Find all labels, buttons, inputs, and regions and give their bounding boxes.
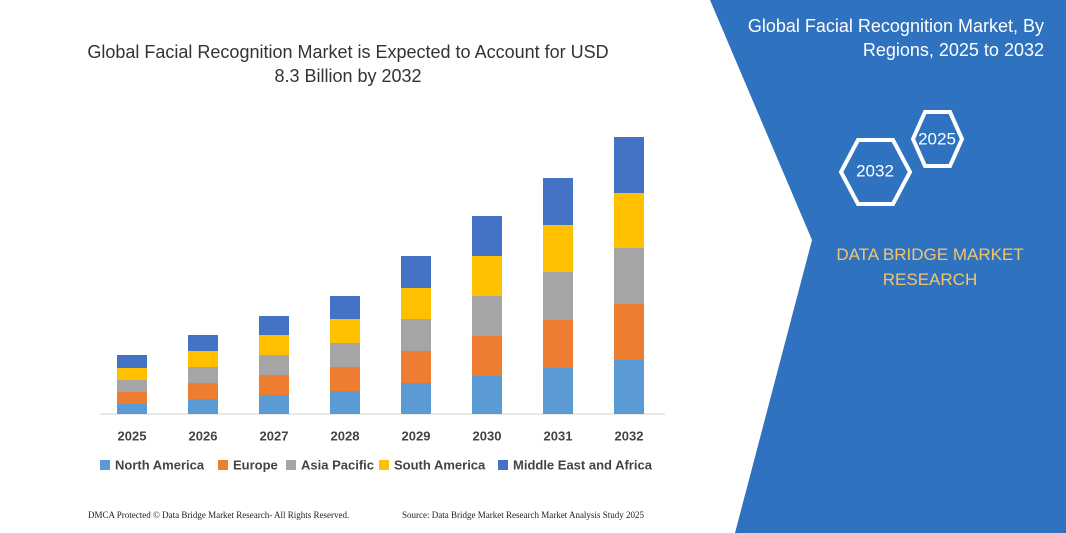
bar-segment	[614, 137, 644, 193]
bar-segment	[543, 225, 573, 272]
bar-segment	[614, 304, 644, 360]
x-tick-label: 2028	[331, 428, 360, 443]
x-tick-label: 2032	[615, 428, 644, 443]
x-tick-label: 2026	[189, 428, 218, 443]
legend-label: North America	[115, 457, 205, 472]
bar-segment	[614, 193, 644, 248]
bar-segment	[472, 336, 502, 376]
bar-segment	[614, 248, 644, 304]
x-tick-label: 2031	[544, 428, 573, 443]
legend-swatch	[498, 460, 508, 470]
bar-segment	[188, 335, 218, 351]
bar-segment	[401, 351, 431, 383]
bar-segment	[472, 376, 502, 414]
legend-swatch	[379, 460, 389, 470]
bar-segment	[188, 383, 218, 399]
hexagon	[910, 110, 965, 168]
bar-segment	[259, 395, 289, 414]
bar-segment	[543, 272, 573, 320]
bar-segment	[259, 355, 289, 375]
bar-segment	[330, 319, 360, 343]
bar-segment	[330, 343, 360, 367]
chart-title: Global Facial Recognition Market is Expe…	[87, 42, 609, 86]
legend-label: Asia Pacific	[301, 457, 374, 472]
bar-segment	[543, 368, 573, 414]
bar-segment	[401, 383, 431, 414]
bar-segment	[117, 404, 147, 414]
hex-label: 2025	[918, 129, 956, 148]
side-panel	[710, 0, 1066, 533]
bar-segment	[330, 391, 360, 414]
bar-segment	[188, 351, 218, 367]
bar-segment	[543, 178, 573, 225]
bar-segment	[117, 355, 147, 368]
footer-left: DMCA Protected © Data Bridge Market Rese…	[88, 510, 350, 520]
bar-segment	[330, 367, 360, 391]
legend-swatch	[100, 460, 110, 470]
bar-segment	[543, 320, 573, 368]
x-tick-label: 2027	[260, 428, 289, 443]
hex-label: 2032	[856, 161, 894, 180]
legend-swatch	[286, 460, 296, 470]
legend-label: South America	[394, 457, 486, 472]
x-tick-label: 2030	[473, 428, 502, 443]
bar-segment	[472, 296, 502, 336]
bar-segment	[259, 316, 289, 335]
panel-title: Global Facial Recognition Market, By Reg…	[747, 16, 1044, 60]
bar-segment	[117, 368, 147, 380]
bar-segment	[472, 216, 502, 256]
bar-segment	[259, 335, 289, 355]
legend-label: Middle East and Africa	[513, 457, 653, 472]
brand: DATA BRIDGE MARKET RESEARCH	[836, 245, 1024, 289]
bar-segment	[614, 360, 644, 414]
bar-segment	[117, 380, 147, 392]
bar-segment	[330, 296, 360, 319]
bar-segment	[259, 375, 289, 395]
bar-segment	[188, 367, 218, 383]
bar-segment	[117, 392, 147, 404]
hexagon	[838, 138, 913, 206]
x-tick-label: 2029	[402, 428, 431, 443]
x-tick-label: 2025	[118, 428, 147, 443]
legend-swatch	[218, 460, 228, 470]
bar-segment	[401, 288, 431, 319]
bar-segment	[472, 256, 502, 296]
legend-label: Europe	[233, 457, 278, 472]
bar-segment	[401, 256, 431, 288]
footer-right: Source: Data Bridge Market Research Mark…	[402, 510, 644, 520]
bar-segment	[401, 319, 431, 351]
bar-segment	[188, 399, 218, 414]
